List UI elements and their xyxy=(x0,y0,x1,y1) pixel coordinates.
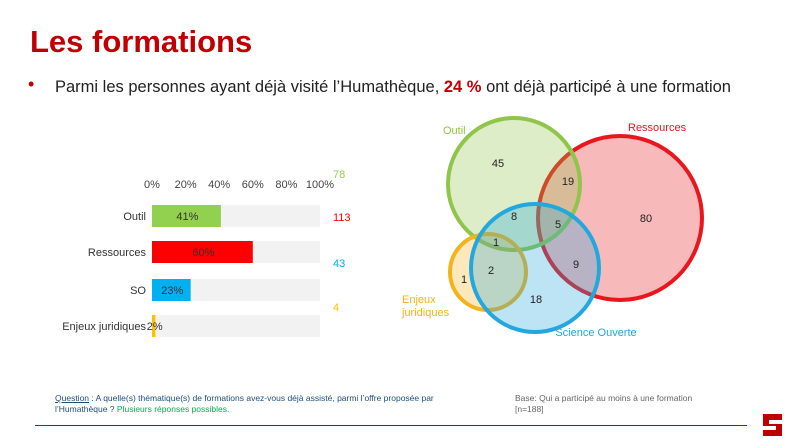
count-label: 43 xyxy=(333,258,345,270)
venn-region-value: 8 xyxy=(511,211,517,223)
logo xyxy=(763,414,782,436)
category-label: SO xyxy=(130,285,146,297)
slide-title: Les formations xyxy=(30,24,253,59)
count-label: 113 xyxy=(333,212,351,224)
question-label: Question xyxy=(55,393,90,403)
x-tick-label: 100% xyxy=(306,179,334,191)
venn-circle xyxy=(469,202,601,334)
venn-region-value: 1 xyxy=(461,274,467,286)
bar xyxy=(152,315,156,337)
footer-question: Question : A quelle(s) thématique(s) de … xyxy=(55,393,475,415)
bullet-highlight: 24 % xyxy=(443,78,482,96)
base-n: [n=188] xyxy=(515,404,544,414)
venn-region-value: 1 xyxy=(493,237,499,249)
x-tick-label: 80% xyxy=(275,179,297,191)
category-label: Enjeux juridiques xyxy=(62,321,146,333)
bar-value-label: 23% xyxy=(161,285,183,297)
venn-region-value: 18 xyxy=(530,294,542,306)
logo-mark xyxy=(763,414,782,436)
venn-set-label: Enjeux juridiques xyxy=(402,294,450,319)
bar xyxy=(152,241,253,263)
bullet-dot: • xyxy=(28,74,35,94)
venn-region-value: 19 xyxy=(562,176,574,188)
footer-base: Base: Qui a participé au moins à une for… xyxy=(515,393,692,415)
footer-rule xyxy=(35,425,747,426)
venn-region-value: 9 xyxy=(573,259,579,271)
question-text: : A quelle(s) thématique(s) de formation… xyxy=(55,393,434,414)
count-label: 4 xyxy=(333,302,339,314)
bar-value-label: 41% xyxy=(176,211,198,223)
bullet-after: ont déjà participé à une formation xyxy=(481,78,731,96)
count-label: 78 xyxy=(333,169,345,181)
venn-set-label: Outil xyxy=(443,125,466,137)
base-text: Base: Qui a participé au moins à une for… xyxy=(515,393,693,403)
x-tick-label: 0% xyxy=(144,179,160,191)
venn-set-label: Science Ouverte xyxy=(555,327,636,339)
venn-region-value: 5 xyxy=(555,219,561,231)
venn-region-value: 80 xyxy=(640,213,652,225)
bar-value-label: 2% xyxy=(147,321,163,333)
x-tick-label: 40% xyxy=(208,179,230,191)
bar-value-label: 60% xyxy=(192,247,214,259)
x-tick-label: 60% xyxy=(242,179,264,191)
question-note: Plusieurs réponses possibles. xyxy=(116,404,230,414)
bar-track xyxy=(152,279,320,301)
bar xyxy=(152,205,221,227)
venn-region-value: 45 xyxy=(492,158,504,170)
venn-region-value: 2 xyxy=(488,265,494,277)
venn-set-label: Ressources xyxy=(628,122,687,134)
category-label: Ressources xyxy=(88,247,147,259)
bullet-before: Parmi les personnes ayant déjà visité l’… xyxy=(55,78,444,96)
category-label: Outil xyxy=(123,211,146,223)
x-tick-label: 20% xyxy=(175,179,197,191)
venn-circle xyxy=(446,116,582,252)
bar-track xyxy=(152,315,320,337)
bar xyxy=(152,279,191,301)
bullet-text: Parmi les personnes ayant déjà visité l’… xyxy=(55,77,735,98)
